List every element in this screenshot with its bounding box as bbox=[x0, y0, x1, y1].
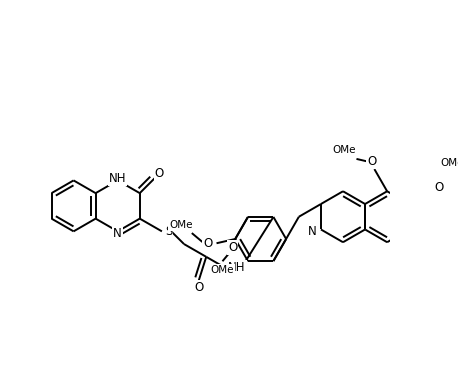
Text: OMe: OMe bbox=[440, 158, 458, 168]
Text: O: O bbox=[228, 241, 237, 254]
Text: S: S bbox=[165, 225, 172, 238]
Text: N: N bbox=[308, 225, 317, 238]
Text: O: O bbox=[434, 181, 444, 194]
Text: NH: NH bbox=[109, 172, 126, 185]
Text: O: O bbox=[367, 155, 376, 168]
Text: O: O bbox=[155, 167, 164, 180]
Text: O: O bbox=[194, 281, 203, 294]
Text: OMe: OMe bbox=[211, 265, 234, 275]
Text: O: O bbox=[203, 237, 213, 250]
Text: NH: NH bbox=[228, 260, 245, 274]
Text: OMe: OMe bbox=[169, 220, 192, 230]
Text: OMe: OMe bbox=[333, 146, 356, 156]
Text: N: N bbox=[113, 227, 122, 239]
